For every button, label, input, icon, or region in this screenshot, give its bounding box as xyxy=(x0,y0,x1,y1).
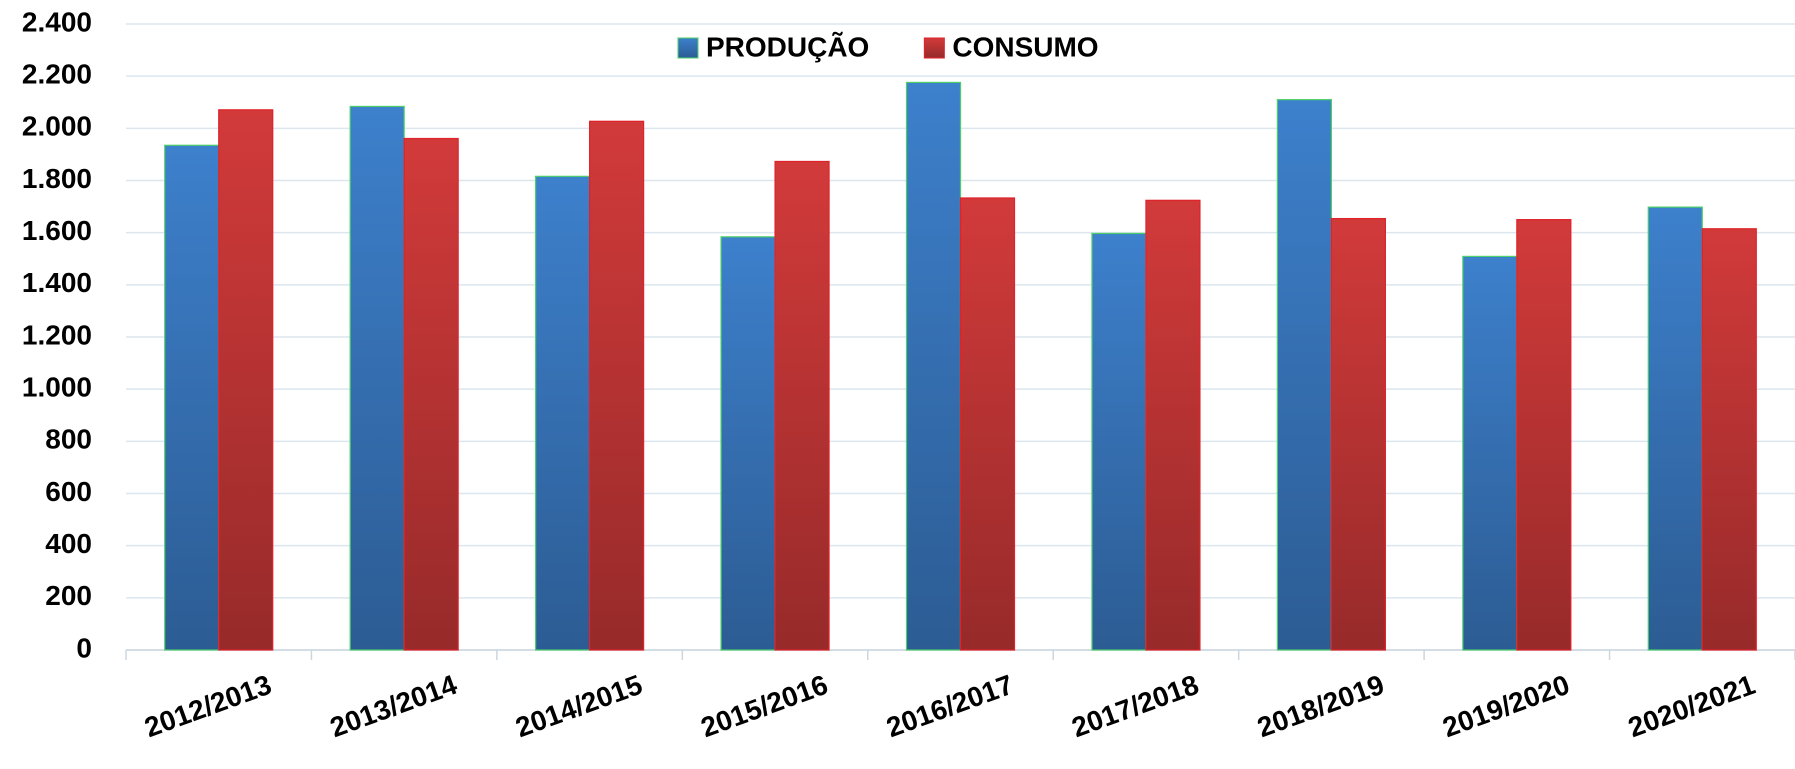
x-tick-label: 2015/2016 xyxy=(697,669,832,743)
x-tick-label: 2019/2020 xyxy=(1439,669,1574,743)
x-tick-label: 2020/2021 xyxy=(1624,669,1759,743)
x-tick-label: 2013/2014 xyxy=(326,669,461,744)
bar xyxy=(774,160,830,651)
bar xyxy=(1330,217,1386,651)
y-tick-label: 400 xyxy=(45,528,92,559)
x-tick-label: 2014/2015 xyxy=(511,669,646,743)
y-tick-label: 0 xyxy=(76,632,92,663)
bar xyxy=(1462,255,1518,651)
bar xyxy=(535,175,591,651)
legend-swatch xyxy=(923,37,945,59)
bar xyxy=(1701,228,1757,651)
bar xyxy=(403,137,459,651)
bar xyxy=(1091,232,1147,651)
x-tick-label: 2017/2018 xyxy=(1068,669,1203,743)
bar xyxy=(720,236,776,651)
y-tick-label: 800 xyxy=(45,424,92,455)
bar xyxy=(218,109,274,651)
bar xyxy=(164,144,220,651)
bar xyxy=(1516,219,1572,651)
y-tick-label: 2.200 xyxy=(22,59,92,90)
bar xyxy=(589,120,645,651)
bar xyxy=(905,81,962,651)
x-tick-label: 2016/2017 xyxy=(882,669,1017,743)
x-tick-label: 2018/2019 xyxy=(1253,669,1388,743)
bar xyxy=(349,105,405,651)
legend-label: CONSUMO xyxy=(952,31,1098,62)
y-tick-label: 1.000 xyxy=(22,372,92,403)
y-tick-label: 200 xyxy=(45,580,92,611)
bar xyxy=(1276,99,1332,651)
y-tick-label: 1.200 xyxy=(22,319,92,350)
x-tick-label: 2012/2013 xyxy=(141,669,276,743)
bar xyxy=(959,197,1016,651)
bar xyxy=(1145,199,1201,651)
legend-swatch xyxy=(677,37,699,59)
legend-label: PRODUÇÃO xyxy=(706,31,869,62)
y-tick-label: 1.600 xyxy=(22,215,92,246)
y-tick-label: 600 xyxy=(45,476,92,507)
bar xyxy=(1647,206,1703,651)
y-tick-label: 1.800 xyxy=(22,163,92,194)
y-tick-label: 2.000 xyxy=(22,111,92,142)
y-tick-label: 2.400 xyxy=(22,6,92,37)
y-tick-label: 1.400 xyxy=(22,267,92,298)
